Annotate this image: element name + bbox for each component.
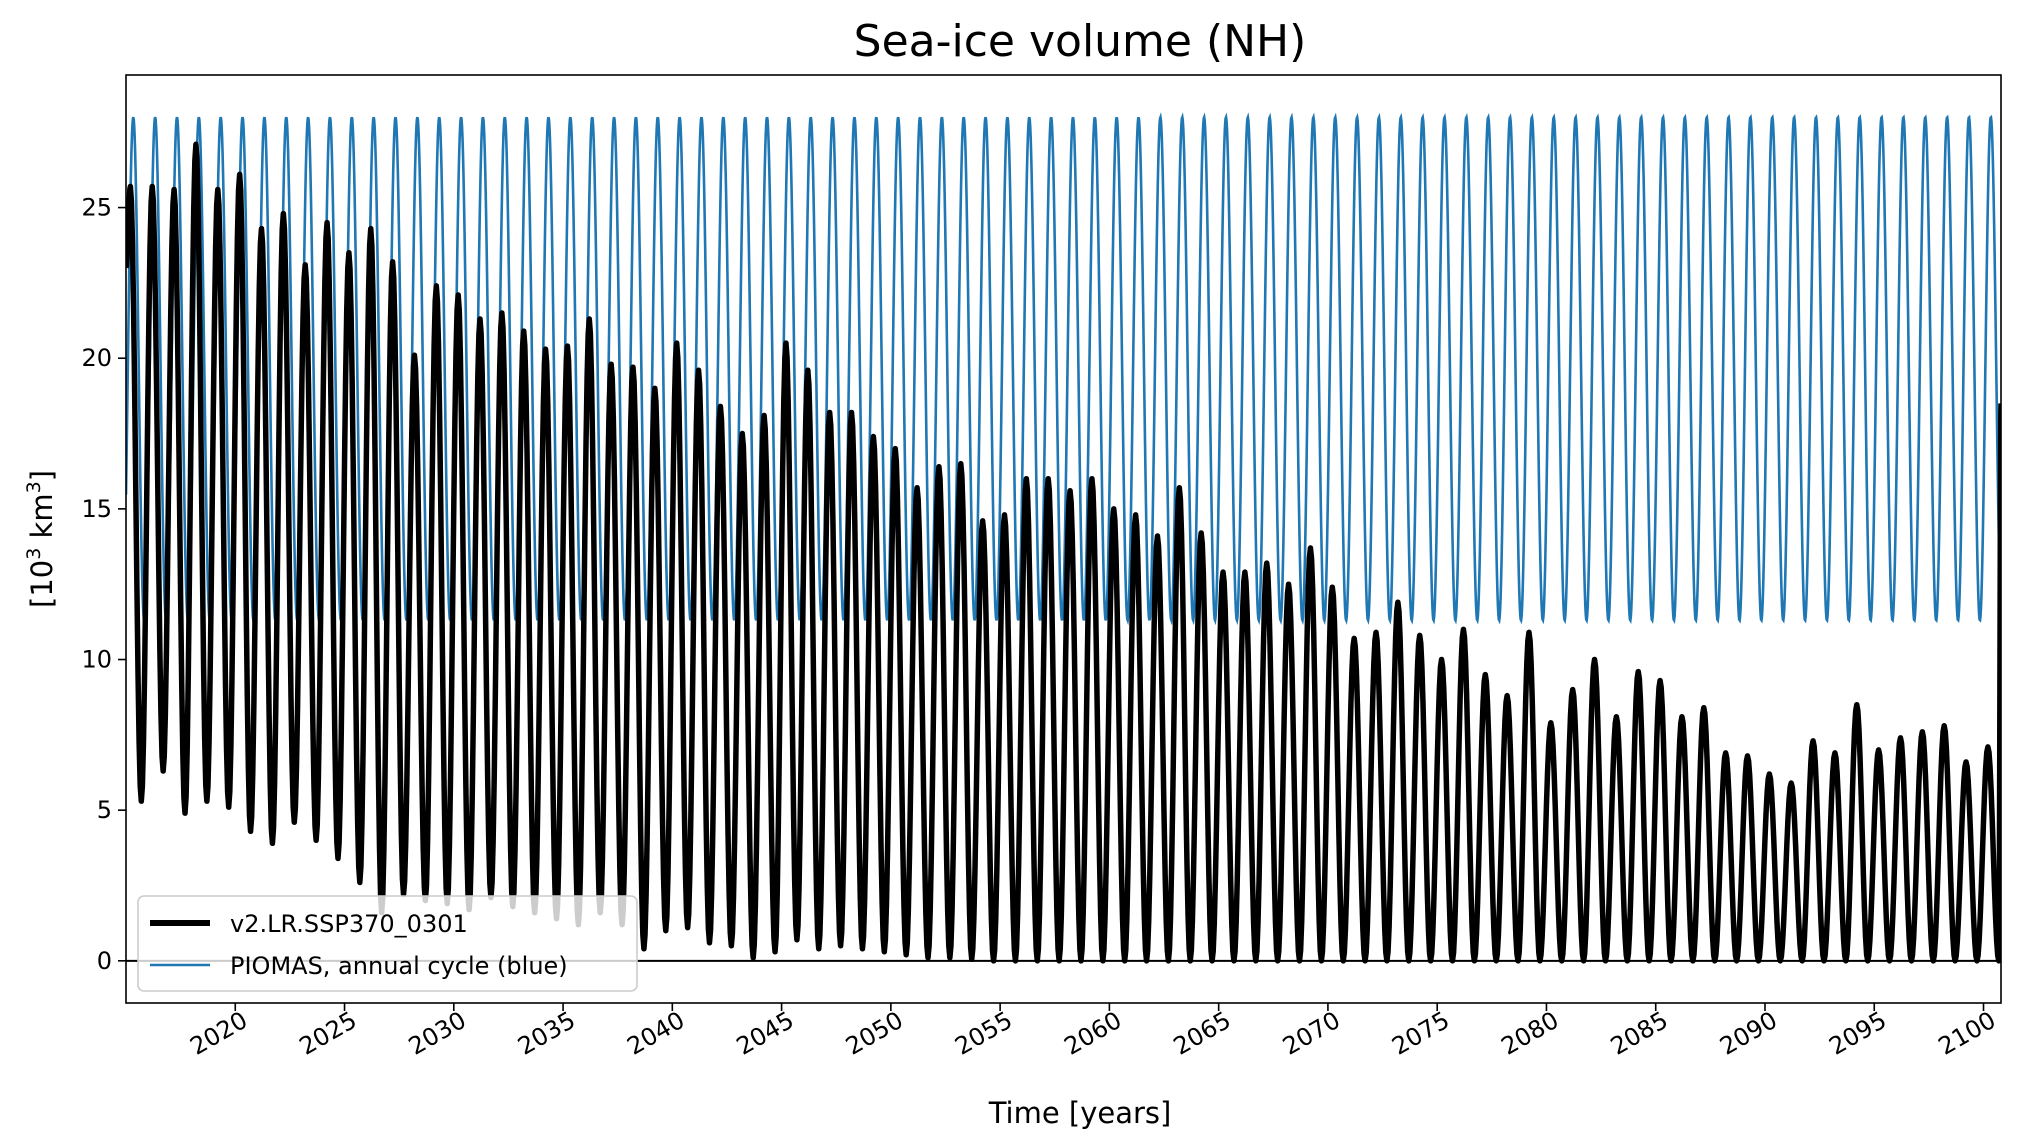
y-label-unit: km [25, 493, 59, 547]
legend-label-piomas: PIOMAS, annual cycle (blue) [230, 952, 568, 980]
legend-label-model: v2.LR.SSP370_0301 [230, 910, 468, 938]
y-tick-label: 20 [81, 344, 112, 372]
y-tick-label: 15 [81, 495, 112, 523]
y-label-unit-exponent: 3 [23, 481, 45, 493]
y-axis-label-group: [103 km3] [23, 470, 59, 608]
x-axis-label: Time [years] [988, 1096, 1172, 1130]
y-label-base: [10 [25, 560, 59, 608]
chart-title: Sea-ice volume (NH) [854, 16, 1307, 67]
y-tick-label: 5 [97, 796, 112, 824]
y-tick-label: 25 [81, 194, 112, 222]
legend-box [137, 895, 638, 992]
y-tick-label: 0 [97, 947, 112, 975]
y-axis-label: [103 km3] [23, 470, 59, 608]
legend: v2.LR.SSP370_0301 PIOMAS, annual cycle (… [137, 895, 638, 992]
y-label-exponent: 3 [23, 548, 45, 560]
y-tick-label: 10 [81, 646, 112, 674]
series-model-line [126, 141, 2001, 964]
series-piomas-line [126, 112, 2001, 626]
axes-frame [125, 74, 2002, 1004]
y-label-close: ] [25, 470, 59, 481]
